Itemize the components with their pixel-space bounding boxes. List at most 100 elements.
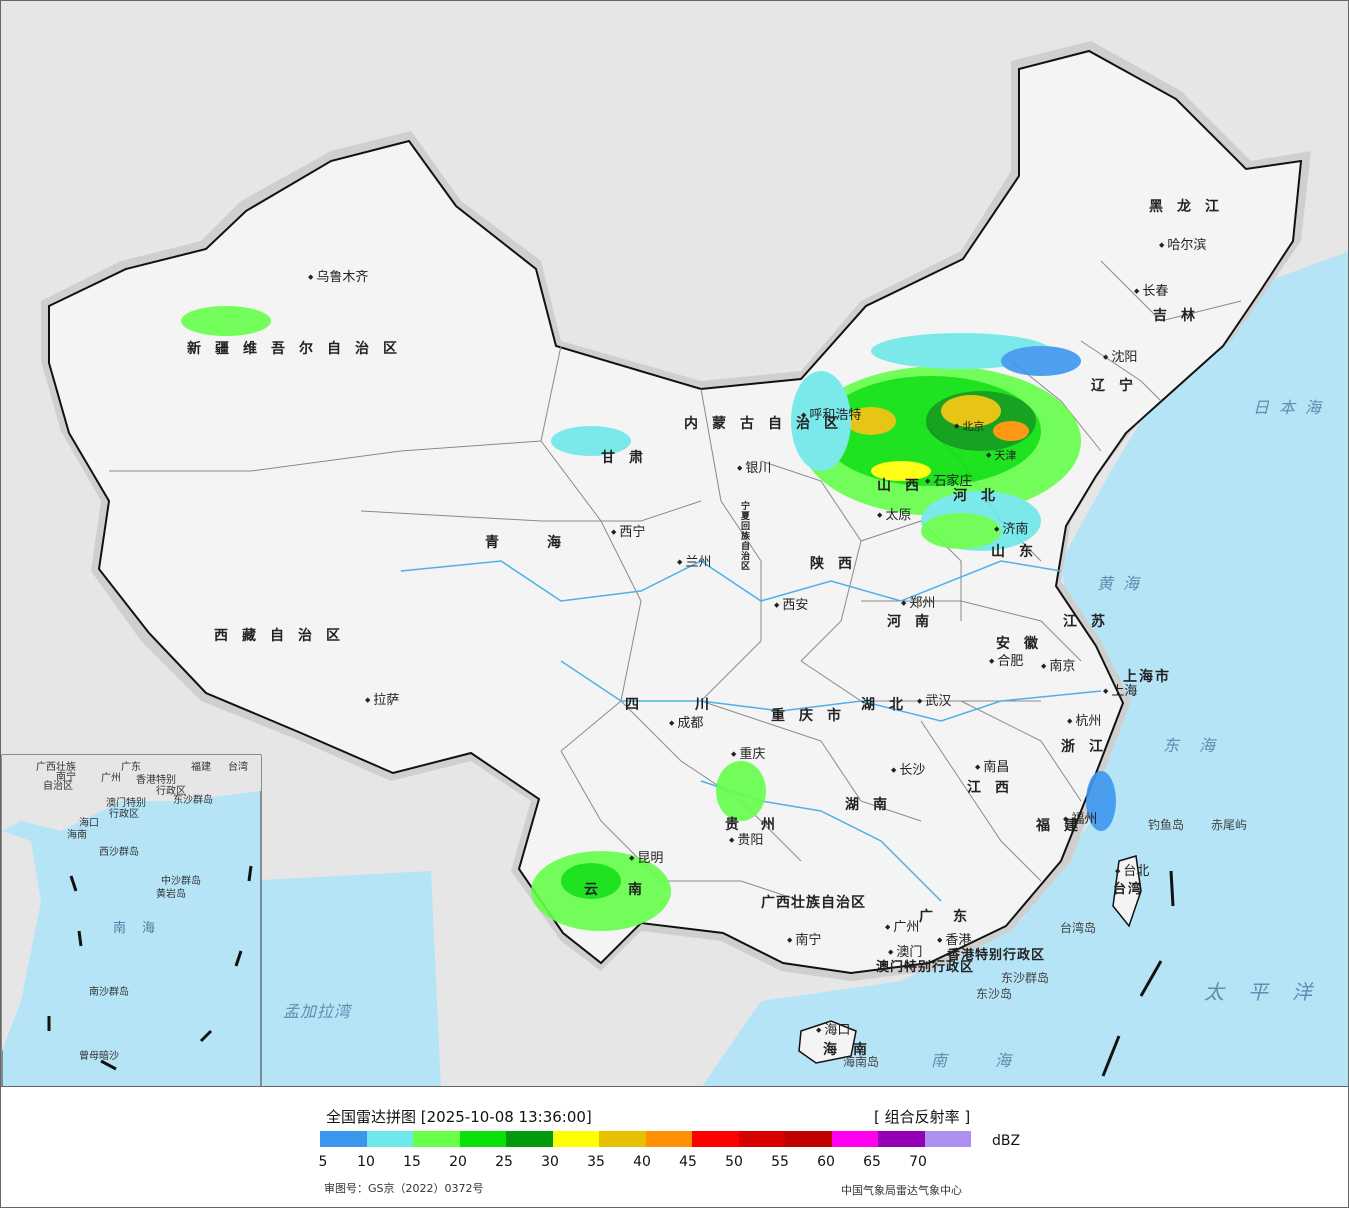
legend-tick: 45 (679, 1154, 697, 1170)
city-label: 西宁 (611, 526, 645, 539)
city-label: 兰州 (677, 556, 711, 569)
province-label: 陕西 (810, 556, 866, 572)
province-label: 台湾 (1113, 882, 1144, 897)
province-label: 云南 (584, 882, 672, 898)
legend-footer: 全国雷达拼图 [2025-10-08 13:36:00] [ 组合反射率 ] d… (0, 1087, 1349, 1208)
legend-tick: 55 (771, 1154, 789, 1170)
inset-label: 台湾 (228, 762, 248, 773)
legend-tick: 15 (403, 1154, 421, 1170)
sea-label: 太平洋 (1204, 980, 1336, 1004)
city-label: 拉萨 (365, 694, 399, 707)
nine-dash-line-1 (69, 875, 78, 892)
inset-label: 澳门特别 (106, 798, 146, 809)
city-label: 福州 (1063, 813, 1097, 826)
province-label: 广西壮族自治区 (761, 895, 866, 911)
sea-label: 黄海 (1097, 574, 1150, 593)
inset-label: 自治区 (43, 781, 73, 792)
credit-text: 中国气象局雷达气象中心 (841, 1184, 962, 1197)
inset-label: 香港特别 (136, 775, 176, 786)
legend-swatch (599, 1131, 646, 1147)
inset-label: 南沙群岛 (89, 987, 129, 998)
island-label: 钓鱼岛 (1148, 818, 1185, 832)
city-label: 银川 (737, 462, 771, 475)
city-label: 海口 (816, 1024, 850, 1037)
city-label: 乌鲁木齐 (308, 271, 368, 284)
inset-label: 曾母暗沙 (79, 1051, 119, 1062)
city-label: 长春 (1134, 285, 1168, 298)
island-label: 东沙岛 (976, 987, 1013, 1001)
province-label: 河南 (887, 614, 943, 630)
inset-label: 西沙群岛 (99, 847, 139, 858)
inset-label: 南宁 (56, 772, 76, 783)
legend-swatch (645, 1131, 692, 1147)
approval-number: 审图号：GS京（2022）0372号 (324, 1182, 484, 1195)
province-label: 青海 (485, 535, 609, 551)
sea-label: 孟加拉湾 (283, 1002, 352, 1021)
city-label: 西安 (774, 599, 808, 612)
mosaic-title: 全国雷达拼图 [2025-10-08 13:36:00] (326, 1108, 592, 1126)
province-label: 山东 (991, 544, 1047, 560)
legend-swatch (878, 1131, 925, 1147)
province-label: 吉林 (1153, 308, 1209, 324)
province-label: 海南 (823, 1042, 883, 1058)
inset-label: 中沙群岛 (161, 876, 201, 887)
province-label: 安徽 (996, 636, 1052, 652)
city-label: 贵阳 (729, 834, 763, 847)
unit-label: dBZ (992, 1133, 1021, 1149)
legend-swatch (552, 1131, 599, 1147)
legend-swatch (506, 1131, 553, 1147)
legend-swatch (366, 1131, 413, 1147)
city-label: 哈尔滨 (1159, 239, 1206, 252)
legend-swatch (413, 1131, 460, 1147)
legend-tick: 40 (633, 1154, 651, 1170)
province-label: 山西 (877, 478, 933, 494)
city-label: 济南 (994, 523, 1028, 536)
province-label: 四川 (625, 697, 765, 713)
city-label: 北京 (954, 421, 984, 432)
province-label: 河北 (953, 488, 1009, 504)
province-label: 黑龙江 (1149, 199, 1233, 215)
legend-tick: 65 (863, 1154, 881, 1170)
legend-tick: 70 (909, 1154, 927, 1170)
inset-label: 行政区 (109, 809, 139, 820)
city-label: 南昌 (975, 761, 1009, 774)
island-label: 台湾岛 (1060, 921, 1097, 935)
legend-tick: 10 (357, 1154, 375, 1170)
province-label: 新疆维吾尔自治区 (187, 341, 411, 357)
city-label: 杭州 (1067, 715, 1101, 728)
province-label: 重庆市 (771, 708, 855, 724)
province-label: 宁夏回族自治区 (739, 501, 749, 571)
city-label: 南京 (1041, 660, 1075, 673)
legend-tick: 5 (318, 1154, 328, 1170)
sea-label: 日本海 (1253, 398, 1332, 417)
province-label: 内蒙古自治区 (684, 416, 852, 432)
city-label: 重庆 (731, 748, 765, 761)
province-label: 西藏自治区 (214, 628, 354, 644)
legend-tick: 25 (495, 1154, 513, 1170)
province-label: 湖北 (861, 697, 917, 713)
color-scale (320, 1131, 971, 1147)
city-label: 长沙 (891, 764, 925, 777)
province-label: 湖南 (845, 797, 901, 813)
city-label: 南宁 (787, 934, 821, 947)
inset-label: 海南 (67, 830, 87, 841)
radar-map[interactable]: 黑龙江 吉林 辽宁 内蒙古自治区 新疆维吾尔自治区 西藏自治区 青海 甘肃 宁夏… (0, 0, 1349, 1087)
province-label: 辽宁 (1091, 378, 1147, 394)
city-label: 上海 (1103, 685, 1137, 698)
city-label: 天津 (986, 450, 1016, 461)
province-label: 浙江 (1061, 739, 1117, 755)
city-label: 郑州 (901, 597, 935, 610)
city-label: 石家庄 (925, 475, 972, 488)
city-label: 澳门 (888, 946, 922, 959)
inset-label: 南海 (113, 921, 172, 936)
legend-swatch (692, 1131, 739, 1147)
city-label: 成都 (669, 717, 703, 730)
legend-tick: 30 (541, 1154, 559, 1170)
province-label: 江西 (967, 780, 1023, 796)
city-label: 太原 (877, 509, 911, 522)
legend-swatch (459, 1131, 506, 1147)
legend-swatch (785, 1131, 832, 1147)
inset-label: 广西壮族 (36, 762, 76, 773)
inset-label: 海口 (79, 818, 99, 829)
province-label: 江苏 (1063, 614, 1119, 630)
